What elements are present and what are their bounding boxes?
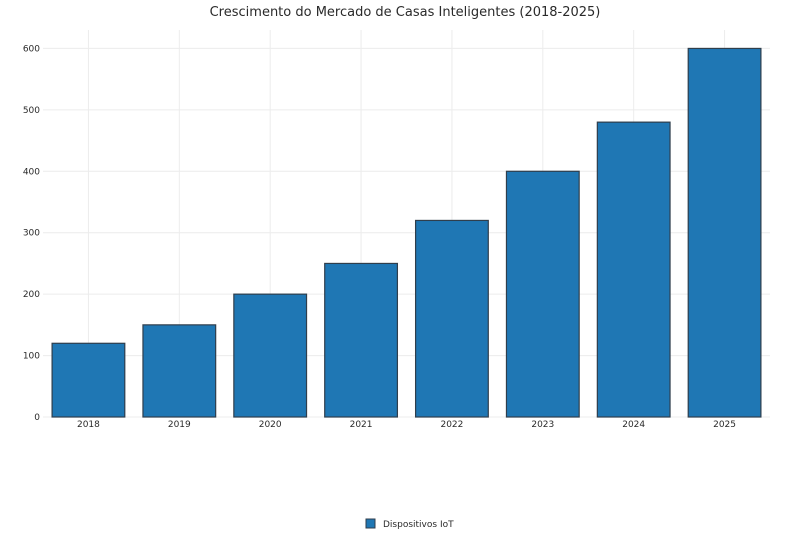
x-axis-ticks: 2018 2019 2020 2021 2022 2023 2024 2025 (77, 420, 736, 430)
bar-2024[interactable] (596, 121, 671, 418)
bar-2018[interactable] (51, 342, 126, 418)
x-tick-label: 2024 (622, 420, 645, 430)
bar-2021[interactable] (324, 262, 399, 418)
legend[interactable]: Dispositivos IoT (365, 518, 454, 530)
x-tick-label: 2018 (77, 420, 100, 430)
bars (51, 47, 762, 418)
y-tick-label: 0 (34, 413, 40, 423)
bar-2020[interactable] (233, 293, 308, 418)
y-tick-label: 300 (23, 229, 40, 239)
y-axis-ticks: 0 100 200 300 400 500 600 (23, 44, 40, 423)
x-tick-label: 2025 (713, 420, 736, 430)
bar-2023[interactable] (505, 170, 580, 418)
y-tick-label: 600 (23, 44, 40, 54)
y-tick-label: 200 (23, 290, 40, 300)
y-tick-label: 500 (23, 106, 40, 116)
bar-2025[interactable] (687, 47, 762, 418)
x-tick-label: 2022 (440, 420, 463, 430)
y-tick-label: 100 (23, 352, 40, 362)
x-tick-label: 2020 (259, 420, 282, 430)
bar-2022[interactable] (414, 219, 489, 418)
x-tick-label: 2021 (350, 420, 373, 430)
y-tick-label: 400 (23, 167, 40, 177)
legend-swatch (365, 518, 376, 529)
chart-title: Crescimento do Mercado de Casas Intelige… (210, 5, 601, 20)
bar-2019[interactable] (142, 324, 217, 418)
x-tick-label: 2019 (168, 420, 191, 430)
legend-label: Dispositivos IoT (383, 520, 454, 530)
x-tick-label: 2023 (531, 420, 554, 430)
